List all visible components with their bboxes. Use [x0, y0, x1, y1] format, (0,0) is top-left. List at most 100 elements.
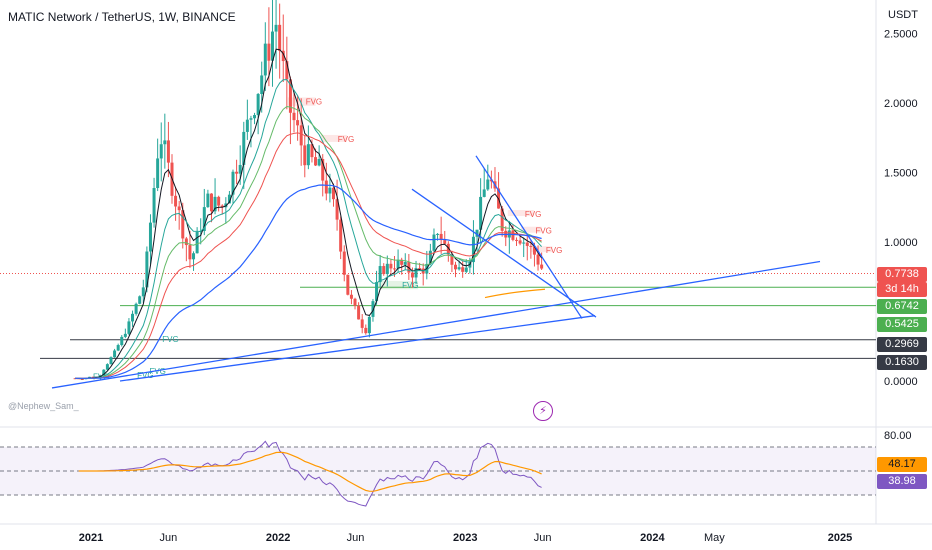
fvg-zone [378, 280, 419, 290]
candle-body [339, 219, 343, 252]
y-tick-label: 0.0000 [884, 376, 918, 388]
level-c-tag: 0.2969 [877, 337, 927, 352]
candle-body [328, 187, 332, 194]
fvg-zone [531, 246, 553, 253]
candle-body [428, 250, 432, 264]
candle-body [231, 171, 235, 195]
candle-body [138, 296, 142, 304]
candle-body [310, 144, 314, 158]
candle-body [245, 119, 249, 132]
ema-mid-line [75, 79, 542, 380]
candle-body [206, 193, 210, 208]
fvg-zone [320, 134, 347, 142]
fvg-label: FVG [535, 227, 551, 236]
candle-body [109, 357, 113, 365]
candle-body [335, 199, 339, 220]
x-tick-label: Jun [160, 532, 178, 544]
fvg-zone [507, 210, 534, 217]
candle-body [457, 267, 461, 270]
y-tick-label: 1.5000 [884, 168, 918, 180]
candle-body [306, 144, 310, 166]
candle-body [278, 24, 282, 51]
candle-body [475, 229, 479, 237]
candle-body [540, 264, 544, 269]
candle-body [163, 140, 167, 145]
lightning-icon[interactable]: ⚡ [533, 401, 553, 421]
candle-body [141, 287, 145, 297]
candle-body [364, 327, 368, 334]
candle-body [436, 233, 440, 235]
candle-body [145, 251, 149, 288]
candle-body [389, 263, 393, 269]
candle-body [242, 131, 246, 165]
candle-body [500, 208, 504, 231]
candle-body [324, 180, 328, 194]
candle-body [532, 246, 536, 255]
candle-body [515, 239, 519, 241]
candle-body [131, 313, 135, 322]
chart-title: MATIC Network / TetherUS, 1W, BINANCE [8, 10, 236, 24]
candle-body [102, 369, 106, 376]
candle-body [116, 345, 120, 351]
candle-body [410, 272, 414, 278]
candle-body [285, 61, 289, 80]
y-tick-label: 2.5000 [884, 29, 918, 41]
candle-body [174, 195, 178, 207]
candle-body [188, 245, 192, 260]
rsi-ma-line [78, 451, 542, 492]
candle-body [443, 240, 447, 244]
wedge-lower-line [411, 188, 597, 318]
candle-body [349, 294, 353, 299]
candle-body [522, 242, 526, 244]
fvg-label: FVG [402, 281, 418, 290]
fvg-label: FVG [149, 367, 165, 376]
candle-body [439, 233, 443, 241]
candle-body [195, 231, 199, 254]
candle-body [400, 259, 404, 265]
x-tick-label: 2023 [453, 532, 477, 544]
wedge-upper-line [475, 155, 583, 319]
candle-body [209, 193, 213, 212]
fvg-zone [287, 97, 316, 106]
candle-body [529, 245, 533, 247]
candle-body [249, 118, 253, 120]
candle-body [184, 238, 188, 246]
rsi-ma-tag: 48.17 [877, 457, 927, 472]
long-trendline [51, 260, 821, 389]
candle-body [371, 301, 375, 317]
x-tick-label: 2024 [640, 532, 665, 544]
candle-body [321, 159, 325, 181]
candle-body [454, 264, 458, 270]
ema-mid2-line [75, 105, 542, 379]
candle-body [367, 316, 371, 334]
candle-body [148, 222, 152, 252]
candle-body [479, 196, 483, 230]
candle-body [342, 251, 346, 275]
candle-body [80, 378, 84, 380]
candle-body [192, 253, 196, 260]
candle-body [159, 144, 163, 159]
candle-body [166, 140, 170, 163]
candle-body [238, 164, 242, 174]
ema-200-line [75, 184, 542, 379]
fvg-zone [521, 226, 542, 233]
candle-body [87, 376, 91, 378]
candle-body [127, 321, 131, 334]
candle-body [134, 303, 138, 314]
candle-body [202, 207, 206, 232]
x-tick-label: 2021 [79, 532, 103, 544]
x-tick-label: May [704, 532, 725, 544]
x-tick-label: 2025 [828, 532, 852, 544]
rsi-value-tag: 38.98 [877, 474, 927, 489]
candle-body [105, 364, 109, 370]
candle-body [357, 305, 361, 320]
candle-body [213, 196, 217, 212]
candle-body [403, 261, 407, 265]
candle-body [227, 194, 231, 204]
rsi-tick-label: 80.00 [884, 430, 912, 442]
candle-body [375, 282, 379, 302]
fvg-label: FVG [306, 97, 322, 106]
candle-body [471, 236, 475, 263]
candle-body [482, 189, 486, 197]
